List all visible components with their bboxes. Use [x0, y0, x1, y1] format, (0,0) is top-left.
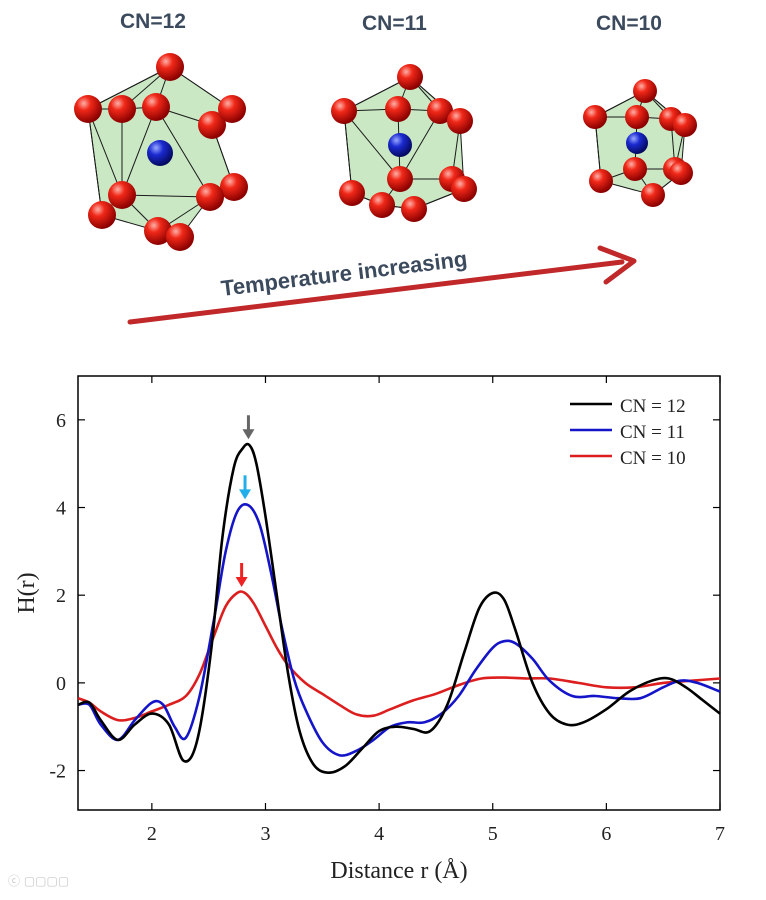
legend-item-cn10: CN = 10 — [570, 448, 686, 469]
peak-arrows — [235, 415, 255, 587]
hr-chart: 2 3 4 5 6 7 -2 0 2 4 6 Distance r (Å) H(r) CN = 12… — [14, 375, 725, 884]
cluster-label-cn11: CN=11 — [362, 12, 427, 35]
x-tick-label: 7 — [715, 823, 725, 845]
cluster-label-cn12: CN=12 — [120, 10, 186, 33]
x-tick-label: 2 — [147, 823, 157, 845]
shell-atom — [369, 192, 395, 218]
legend-item-cn12: CN = 12 — [570, 396, 686, 417]
shell-atom — [451, 176, 477, 202]
shell-atom — [198, 111, 226, 139]
shell-atom — [220, 173, 248, 201]
legend-label: CN = 11 — [620, 422, 685, 443]
y-tick-label: -2 — [49, 761, 66, 783]
shell-atom — [339, 180, 365, 206]
y-tick-label: 2 — [56, 585, 66, 607]
shell-atom — [673, 113, 697, 137]
x-tick-label: 5 — [488, 823, 498, 845]
shell-atom — [88, 201, 116, 229]
shell-atom — [625, 105, 649, 129]
cluster-label-cn10: CN=10 — [596, 12, 662, 35]
x-tick-label: 6 — [601, 823, 611, 845]
plot-frame — [77, 375, 721, 811]
cage-edge — [87, 108, 103, 216]
y-tick-label: 4 — [56, 498, 66, 520]
shell-atom — [166, 223, 194, 251]
shell-atom — [387, 166, 413, 192]
temperature-arrow — [127, 245, 637, 325]
center-atom — [626, 132, 648, 154]
y-tick-label: 0 — [56, 673, 66, 695]
series-lines — [77, 442, 721, 775]
legend-item-cn11: CN = 11 — [570, 422, 685, 443]
series-line-cn11 — [77, 503, 721, 757]
cage-edge — [87, 108, 123, 196]
peak-arrow — [235, 563, 248, 587]
shell-atom — [447, 108, 473, 134]
cluster-cn10 — [583, 79, 697, 207]
y-axis-label: H(r) — [14, 572, 40, 613]
shell-atom — [144, 217, 172, 245]
legend: CN = 12 CN = 11 CN = 10 — [570, 396, 686, 469]
peak-arrow — [242, 415, 255, 440]
shell-atom — [589, 169, 613, 193]
center-atom — [388, 133, 412, 157]
shell-atom — [641, 183, 665, 207]
shell-atom — [142, 93, 170, 121]
cluster-illustration: Temperature increasing — [74, 53, 697, 325]
temperature-caption: Temperature increasing — [220, 246, 469, 301]
series-line-cn12 — [77, 442, 721, 775]
legend-label: CN = 10 — [620, 448, 686, 469]
shell-atom — [218, 95, 246, 123]
shell-atom — [397, 64, 423, 90]
cluster-cn12 — [74, 53, 248, 251]
cluster-cn11 — [331, 64, 477, 222]
legend-label: CN = 12 — [620, 396, 686, 417]
axis-ticks: 2 3 4 5 6 7 -2 0 2 4 6 — [49, 376, 725, 845]
cage-edge — [343, 110, 353, 194]
shell-atom — [196, 183, 224, 211]
shell-atom — [583, 105, 607, 129]
cage-edge — [121, 194, 211, 198]
cage-edge — [399, 110, 441, 180]
watermark-logo: ⓒ ▢▢▢▢ — [8, 874, 70, 888]
peak-arrow — [239, 475, 252, 500]
shell-atom — [156, 53, 184, 81]
shell-atom — [633, 79, 657, 103]
cage-edge — [87, 66, 171, 110]
shell-atom — [669, 161, 693, 185]
cage-edge — [121, 106, 157, 196]
shell-atom — [108, 181, 136, 209]
x-axis-label: Distance r (Å) — [330, 858, 467, 884]
shell-atom — [74, 95, 102, 123]
center-atom — [147, 140, 173, 166]
shell-atom — [401, 196, 427, 222]
y-tick-label: 6 — [56, 410, 66, 432]
shell-atom — [385, 96, 411, 122]
x-tick-label: 3 — [260, 823, 270, 845]
cage-edge — [343, 110, 401, 180]
series-line-cn10 — [77, 590, 721, 722]
shell-atom — [108, 95, 136, 123]
shell-atom — [427, 98, 453, 124]
x-tick-label: 4 — [374, 823, 384, 845]
cage-edge — [155, 106, 211, 198]
shell-atom — [623, 157, 647, 181]
shell-atom — [331, 98, 357, 124]
